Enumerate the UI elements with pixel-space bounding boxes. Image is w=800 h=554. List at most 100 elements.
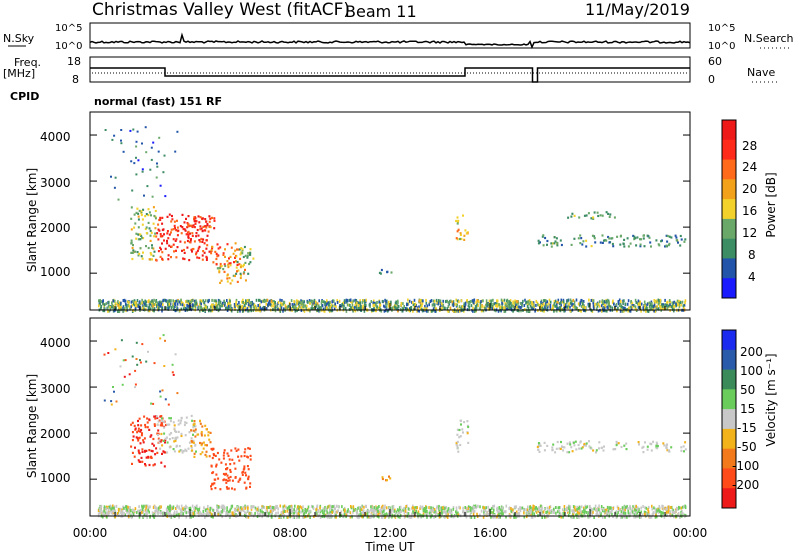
power-cell-5-21 [249, 248, 252, 251]
vel-near-cell-999 [553, 511, 555, 514]
power-near-cell-1517 [418, 309, 420, 313]
vel-near-cell-1660 [117, 512, 119, 515]
power-cell-1-35 [192, 224, 195, 227]
vel-cell-6-93 [662, 442, 665, 445]
vel-cell-1-87 [174, 436, 177, 439]
power-cell-1-90 [170, 245, 173, 248]
power-cell-5-14 [239, 272, 242, 275]
power-cell-0-20 [140, 255, 143, 258]
power-cell-8-23 [639, 243, 642, 246]
power-cell-0-81 [138, 252, 141, 255]
vel-near-cell-1735 [603, 509, 606, 513]
vel-near-cell-1050 [470, 515, 473, 519]
power-cell-9-6 [585, 214, 588, 217]
power-near-cell-913 [324, 307, 327, 311]
power-near-cell-1689 [270, 299, 273, 303]
power-near-cell-392 [634, 307, 637, 311]
vel-near-cell-1533 [237, 505, 239, 509]
power-cell-1-85 [197, 215, 200, 218]
power-cell-5-1 [247, 272, 250, 275]
vel-cell-0-91 [149, 456, 152, 459]
power-cell-7-7 [460, 237, 463, 241]
power-near-cell-1131 [617, 300, 620, 304]
power-near-cell-227 [479, 304, 482, 308]
power-near-cell-26 [241, 307, 243, 311]
vel-near-cell-1797 [433, 515, 435, 519]
power-cell-8-62 [573, 237, 576, 240]
power-near-cell-733 [683, 306, 685, 309]
vel-near-cell-1674 [128, 511, 130, 515]
power-near-cell-72 [524, 298, 526, 302]
power-near-cell-1713 [356, 301, 358, 305]
vel-near-cell-509 [604, 515, 606, 519]
vel-near-cell-496 [406, 504, 408, 508]
power-far-cell-11 [145, 151, 148, 154]
vel-near-cell-1267 [186, 506, 188, 509]
vel-near-cell-1031 [443, 509, 445, 513]
power-near-cell-1686 [158, 303, 160, 307]
vel-near-cell-1383 [160, 505, 162, 509]
vel-cell-2-13 [193, 420, 196, 423]
power-near-cell-1795 [505, 303, 507, 307]
power-cell-0-17 [135, 232, 138, 235]
power-near-cell-100 [294, 309, 297, 313]
power-near-cell-1736 [152, 304, 154, 308]
vel-near-cell-1756 [280, 510, 283, 514]
freq-tick-bottom: 8 [72, 73, 79, 86]
vel-cell-3-22 [215, 463, 218, 466]
vel-cell-5-14 [455, 441, 458, 445]
power-cell-3-33 [210, 249, 213, 252]
power-cell-8-58 [627, 245, 630, 248]
power-cell-3-17 [217, 247, 220, 250]
vel-near-cell-1416 [325, 507, 327, 511]
vel-near-cell-1707 [615, 510, 618, 514]
power-near-cell-1114 [649, 303, 652, 307]
power-near-cell-839 [204, 299, 207, 303]
power-near-cell-99 [401, 306, 404, 310]
vel-cell-2-17 [201, 442, 204, 445]
vel-near-cell-442 [309, 516, 311, 519]
power-cell-1-125 [189, 239, 192, 242]
vel-near-cell-1123 [539, 512, 542, 516]
vel-near-cell-1417 [492, 510, 494, 514]
vel-near-cell-985 [221, 504, 223, 508]
power-cell-5-16 [239, 253, 242, 256]
vel-near-cell-1244 [441, 507, 443, 511]
power-near-cell-1472 [621, 309, 624, 313]
power-near-cell-930 [467, 300, 469, 304]
power-near-cell-948 [141, 298, 143, 302]
vel-near-cell-860 [213, 512, 216, 516]
vel-near-cell-960 [644, 506, 646, 510]
power-near-cell-1569 [428, 303, 430, 307]
vel-near-cell-1738 [588, 505, 591, 509]
vel-near-cell-1717 [216, 508, 218, 512]
power-cell-0-60 [149, 234, 152, 237]
power-cell-0-58 [154, 227, 157, 230]
vel-near-cell-1399 [633, 512, 636, 516]
vel-near-cell-586 [400, 509, 403, 513]
power-near-cell-875 [654, 305, 656, 309]
power-far-cell-36 [143, 194, 145, 197]
power-cell-1-69 [161, 222, 164, 225]
power-near-cell-436 [506, 307, 508, 311]
vel-near-cell-1783 [296, 505, 299, 509]
vel-near-cell-166 [455, 509, 458, 513]
power-near-cell-1333 [473, 301, 475, 305]
vel-cell-6-70 [615, 440, 618, 443]
power-near-cell-990 [592, 301, 594, 305]
power-near-cell-1368 [211, 306, 214, 310]
power-cell-1-138 [183, 221, 186, 224]
vel-near-cell-701 [455, 506, 458, 510]
vel-cell-3-77 [233, 488, 236, 491]
power-near-cell-1572 [526, 300, 528, 304]
vel-near-cell-53 [206, 506, 209, 510]
vel-near-cell-869 [430, 506, 432, 510]
power-near-cell-1451 [187, 299, 190, 303]
vel-near-cell-1550 [327, 513, 329, 517]
power-cell-7-13 [457, 220, 459, 223]
power-cell-0-85 [134, 222, 137, 225]
power-near-cell-1519 [280, 306, 283, 310]
power-near-cell-1013 [510, 305, 513, 308]
power-cell-0-49 [150, 214, 152, 217]
power-near-cell-923 [488, 299, 491, 303]
